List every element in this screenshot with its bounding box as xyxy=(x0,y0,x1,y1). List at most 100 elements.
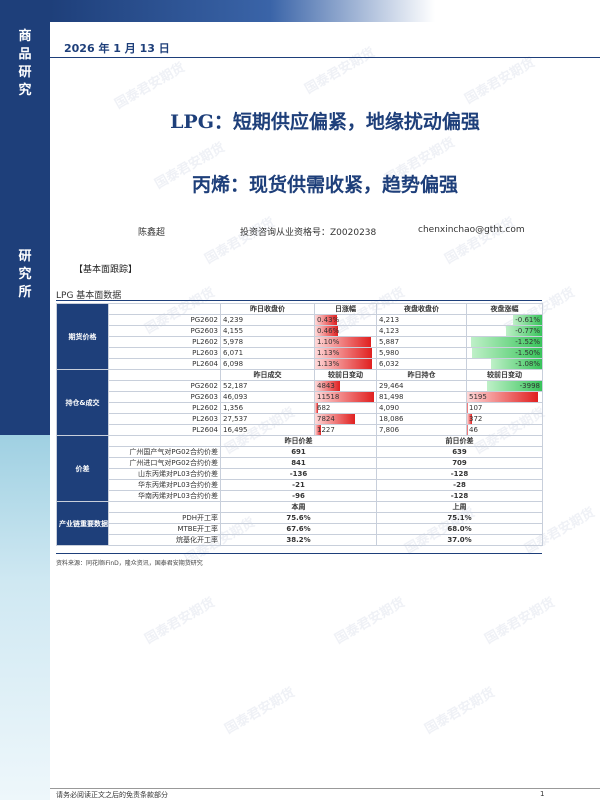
column-header: 昨日成交 xyxy=(220,369,315,381)
change-bar xyxy=(315,348,373,358)
contract-name: PG2603 xyxy=(108,391,221,403)
footer-disclaimer: 请务必阅读正文之后的免责条款部分 xyxy=(56,791,168,799)
table-row: PL2603 6,071 1.13% 5,980 -1.50% xyxy=(57,347,543,359)
change-bar xyxy=(315,359,373,369)
change-value: 1.10% xyxy=(317,338,340,346)
change-bar xyxy=(315,392,374,402)
change-value: 1.13% xyxy=(317,349,340,357)
section-heading: 【基本面跟踪】 xyxy=(74,265,138,275)
column-header: 昨日价差 xyxy=(220,435,377,447)
blank-cell xyxy=(108,501,221,513)
day-change: 1.13% xyxy=(314,358,377,370)
row-label: 广州国产气对PG02合约价差 xyxy=(108,446,221,458)
change-value: 1227 xyxy=(317,426,335,434)
column-header: 前日价差 xyxy=(376,435,543,447)
row-label: 山东丙烯对PL03合约价差 xyxy=(108,468,221,480)
row-label: MTBE开工率 xyxy=(108,523,221,535)
volume-change: 11518 xyxy=(314,391,377,403)
close-price: 6,098 xyxy=(220,358,315,370)
watermark-text: 国泰君安期货 xyxy=(462,55,538,108)
contract-name: PL2602 xyxy=(108,402,221,414)
table-row: 广州进口气对PG02合约价差 841 709 xyxy=(57,457,543,469)
change-value: -1.50% xyxy=(515,349,540,357)
sidebar: 商品研究 研究所 xyxy=(0,0,50,800)
change-value: -3998 xyxy=(519,382,540,390)
row-label: 广州进口气对PG02合约价差 xyxy=(108,457,221,469)
table-header-row: 期货价格 昨日收盘价 日涨幅 夜盘收盘价 夜盘涨幅 xyxy=(56,303,543,370)
watermark-text: 国泰君安期货 xyxy=(202,215,278,268)
change-value: 7824 xyxy=(317,415,335,423)
change-bar xyxy=(315,425,322,435)
watermark-text: 国泰君安期货 xyxy=(222,685,298,738)
open-interest: 7,806 xyxy=(376,424,467,436)
author-name: 陈鑫超 xyxy=(138,228,166,238)
volume: 16,495 xyxy=(220,424,315,436)
change-value: -0.77% xyxy=(515,327,540,335)
table-row: PL2602 5,978 1.10% 5,887 -1.52% xyxy=(57,336,543,348)
change-value: 1.13% xyxy=(317,360,340,368)
change-value: 372 xyxy=(469,415,483,423)
open-interest: 4,090 xyxy=(376,402,467,414)
close-price: 4,239 xyxy=(220,314,315,326)
sidebar-institute-label: 研究所 xyxy=(18,249,32,300)
table-row: PG2602 52,187 4843 29,464 -3998 xyxy=(57,380,543,392)
column-header: 较前日变动 xyxy=(314,369,377,381)
day-change: 1.13% xyxy=(314,347,377,359)
table-row: PL2602 1,356 682 4,090 107 xyxy=(57,402,543,414)
sidebar-mid-block xyxy=(0,135,50,435)
watermark-text: 国泰君安期货 xyxy=(302,45,378,98)
main-title: LPG：短期供应偏紧，地缘扰动偏强 xyxy=(170,111,480,133)
change-bar xyxy=(471,348,542,358)
change-bar xyxy=(487,381,542,391)
oi-change: -3998 xyxy=(466,380,543,392)
volume: 52,187 xyxy=(220,380,315,392)
contract-name: PG2603 xyxy=(108,325,221,337)
change-value: 46 xyxy=(469,426,478,434)
watermark-text: 国泰君安期货 xyxy=(332,595,408,648)
column-header: 较前日变动 xyxy=(466,369,543,381)
change-bar xyxy=(491,359,542,369)
volume-change: 7824 xyxy=(314,413,377,425)
change-bar xyxy=(467,392,538,402)
blank-cell xyxy=(108,303,221,315)
open-interest: 81,498 xyxy=(376,391,467,403)
volume-change: 1227 xyxy=(314,424,377,436)
night-change: -0.61% xyxy=(466,314,543,326)
volume: 27,537 xyxy=(220,413,315,425)
table-header-row: 价差 昨日价差 前日价差 xyxy=(56,435,543,502)
change-value: 0.46% xyxy=(317,327,340,335)
previous-value: 709 xyxy=(376,457,543,469)
author-email[interactable]: chenxinchao@gtht.com xyxy=(418,225,525,235)
change-bar xyxy=(315,381,340,391)
contract-name: PL2604 xyxy=(108,424,221,436)
night-close-price: 5,887 xyxy=(376,336,467,348)
column-header: 昨日持仓 xyxy=(376,369,467,381)
current-value: -21 xyxy=(220,479,377,491)
sidebar-category-label: 商品研究 xyxy=(18,29,32,98)
change-value: 4843 xyxy=(317,382,335,390)
group-label-futures: 期货价格 xyxy=(56,303,109,370)
row-label: 华东丙烯对PL03合约价差 xyxy=(108,479,221,491)
change-bar xyxy=(315,315,337,325)
change-bar xyxy=(315,414,355,424)
previous-value: -28 xyxy=(376,479,543,491)
night-close-price: 4,123 xyxy=(376,325,467,337)
change-bar xyxy=(467,403,469,413)
previous-value: -128 xyxy=(376,468,543,480)
contract-name: PL2603 xyxy=(108,347,221,359)
change-value: -1.08% xyxy=(515,360,540,368)
current-value: -96 xyxy=(220,490,377,502)
row-label: PDH开工率 xyxy=(108,512,221,524)
table-row: 山东丙烯对PL03合约价差 -136 -128 xyxy=(57,468,543,480)
column-header: 日涨幅 xyxy=(314,303,377,315)
table-row: 华东丙烯对PL03合约价差 -21 -28 xyxy=(57,479,543,491)
group-label-spreads: 价差 xyxy=(56,435,109,502)
watermark-text: 国泰君安期货 xyxy=(442,215,518,268)
change-value: 11518 xyxy=(317,393,340,401)
change-value: 682 xyxy=(317,404,331,412)
table-row: PL2603 27,537 7824 18,086 372 xyxy=(57,413,543,425)
previous-value: 37.0% xyxy=(376,534,543,546)
previous-value: 639 xyxy=(376,446,543,458)
contract-name: PL2602 xyxy=(108,336,221,348)
night-close-price: 5,980 xyxy=(376,347,467,359)
